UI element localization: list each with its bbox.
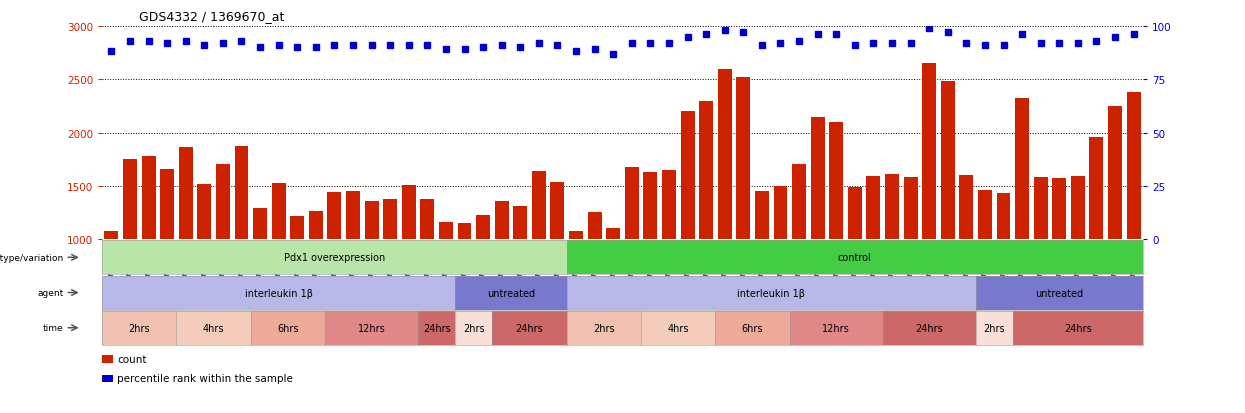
Bar (885, 175, 899, 346)
Bar (513, 206, 527, 346)
Bar (923, 64, 936, 346)
Text: 6hrs: 6hrs (278, 323, 299, 333)
Bar (718, 69, 732, 346)
Bar (960, 176, 974, 346)
Bar (161, 169, 174, 346)
Bar (1089, 138, 1103, 346)
Text: 2hrs: 2hrs (463, 323, 484, 333)
Text: count: count (117, 354, 147, 364)
Text: 12hrs: 12hrs (357, 323, 386, 333)
Bar (700, 101, 713, 346)
Text: Pdx1 overexpression: Pdx1 overexpression (284, 253, 385, 263)
Bar (290, 216, 304, 346)
Bar (1033, 178, 1047, 346)
Text: interleukin 1β: interleukin 1β (737, 288, 806, 298)
Text: 24hrs: 24hrs (1064, 323, 1092, 333)
Bar (234, 147, 249, 346)
Bar (458, 223, 472, 346)
Text: 24hrs: 24hrs (515, 323, 544, 333)
Bar (365, 201, 378, 346)
Bar (829, 123, 843, 346)
Bar (810, 117, 824, 346)
Bar (681, 112, 695, 346)
Text: GDS4332 / 1369670_at: GDS4332 / 1369670_at (139, 10, 285, 23)
Bar (421, 199, 435, 346)
Bar (105, 231, 118, 346)
Bar (996, 194, 1011, 346)
Bar (625, 167, 639, 346)
Bar (439, 223, 453, 346)
Bar (550, 182, 564, 346)
Text: time: time (42, 323, 63, 332)
Bar (848, 188, 862, 346)
Bar (1127, 93, 1140, 346)
Text: 12hrs: 12hrs (823, 323, 850, 333)
Bar (736, 78, 751, 346)
Bar (979, 191, 992, 346)
Bar (346, 192, 360, 346)
Bar (402, 185, 416, 346)
Bar (123, 160, 137, 346)
Bar (253, 209, 266, 346)
Bar (327, 193, 341, 346)
Bar (532, 171, 545, 346)
Text: interleukin 1β: interleukin 1β (245, 288, 312, 298)
Bar (662, 171, 676, 346)
Bar (1071, 177, 1084, 346)
Text: untreated: untreated (487, 288, 535, 298)
Text: 6hrs: 6hrs (742, 323, 763, 333)
Bar (1015, 99, 1030, 346)
Text: 2hrs: 2hrs (593, 323, 615, 333)
Bar (494, 201, 509, 346)
Bar (1108, 107, 1122, 346)
Bar (1052, 179, 1066, 346)
Text: 24hrs: 24hrs (915, 323, 942, 333)
Bar (179, 148, 193, 346)
Bar (383, 199, 397, 346)
Bar (867, 177, 880, 346)
Bar (102, 356, 113, 363)
Bar (142, 157, 156, 346)
Bar (773, 186, 787, 346)
Text: 24hrs: 24hrs (423, 323, 451, 333)
Bar (941, 82, 955, 346)
Bar (569, 231, 583, 346)
Text: 2hrs: 2hrs (984, 323, 1005, 333)
Bar (102, 375, 113, 382)
Text: control: control (838, 253, 872, 263)
Text: percentile rank within the sample: percentile rank within the sample (117, 374, 294, 384)
Text: agent: agent (37, 288, 63, 297)
Bar (476, 215, 491, 346)
Text: 4hrs: 4hrs (667, 323, 688, 333)
Bar (792, 165, 806, 346)
Bar (588, 213, 601, 346)
Bar (754, 192, 769, 346)
Bar (309, 212, 322, 346)
Bar (606, 229, 620, 346)
Bar (904, 178, 918, 346)
Text: 2hrs: 2hrs (128, 323, 151, 333)
Bar (271, 183, 285, 346)
Text: genotype/variation: genotype/variation (0, 253, 63, 262)
Bar (198, 184, 212, 346)
Bar (215, 165, 230, 346)
Bar (644, 173, 657, 346)
Text: 4hrs: 4hrs (203, 323, 224, 333)
Text: untreated: untreated (1035, 288, 1083, 298)
